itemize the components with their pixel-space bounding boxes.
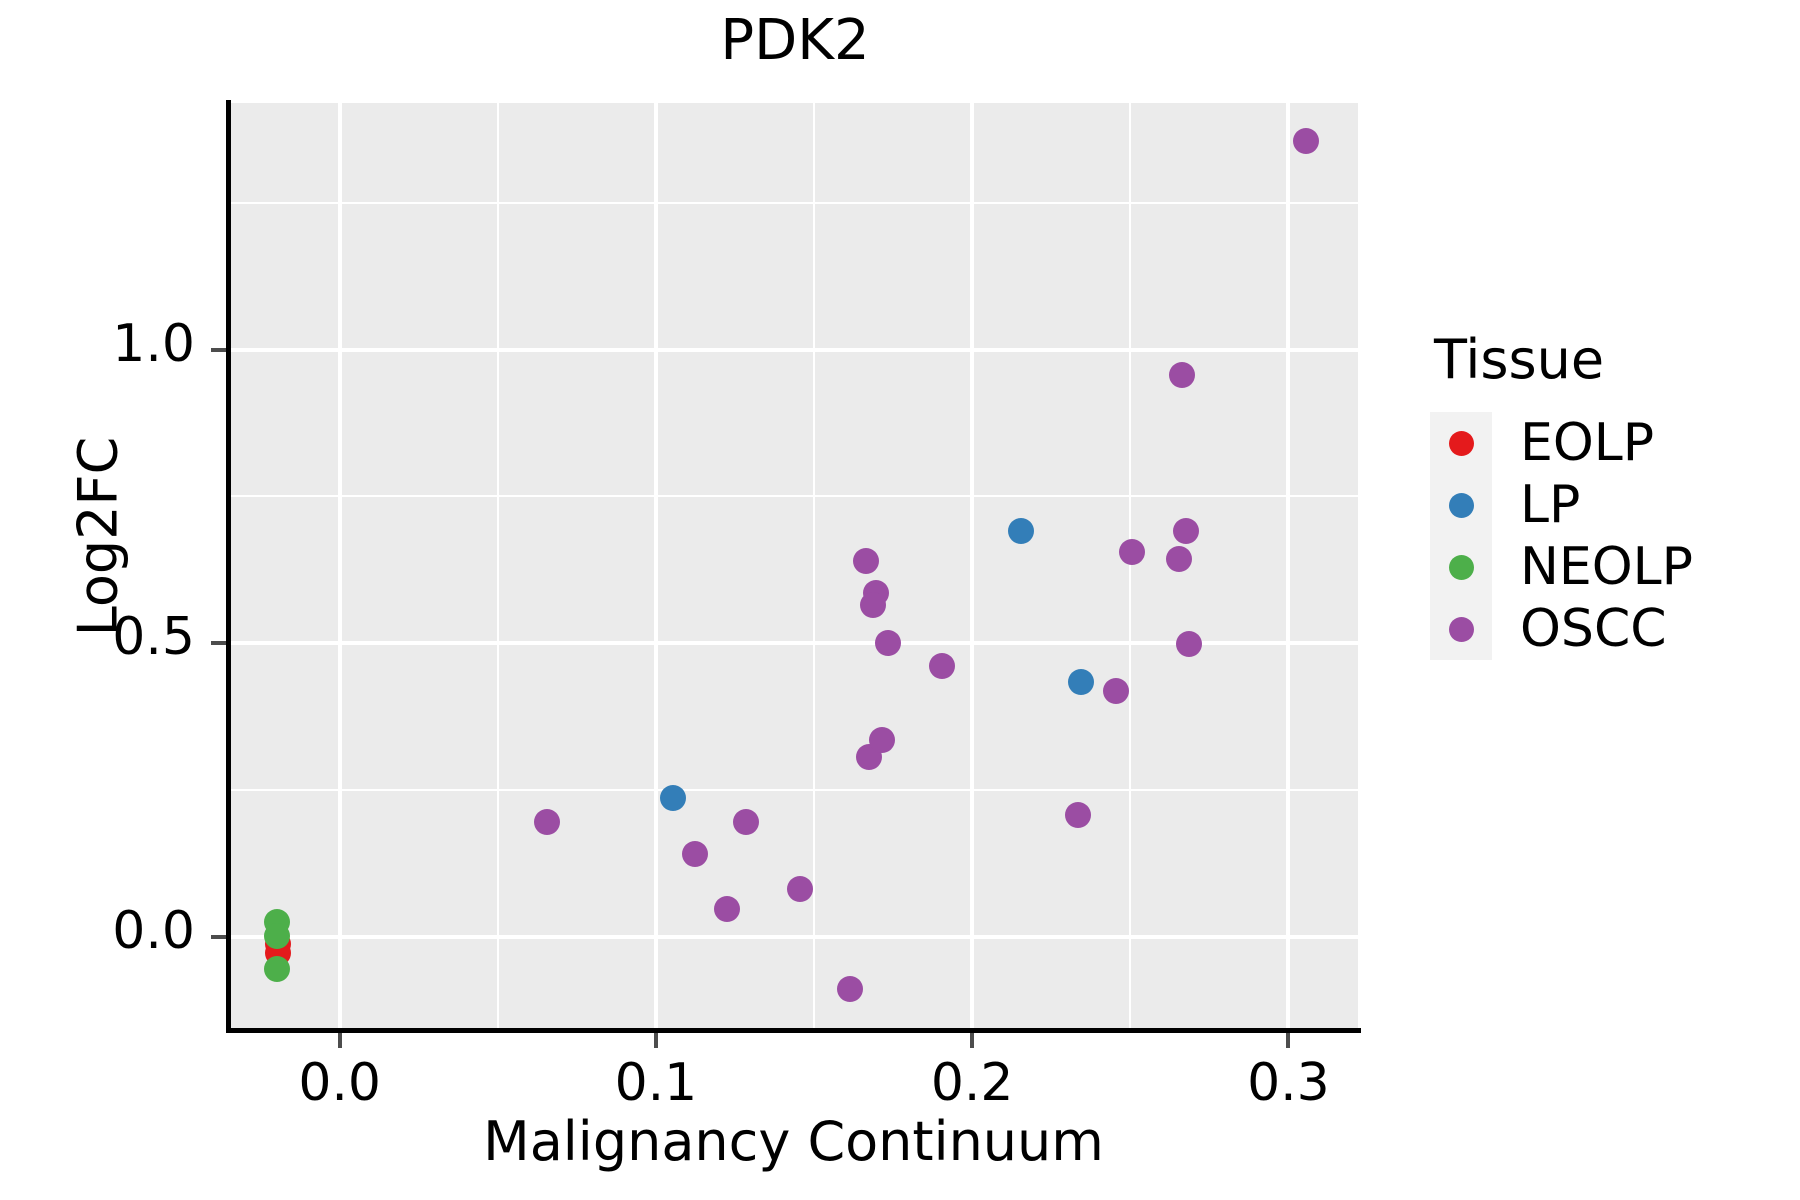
legend-item-lp[interactable]: LP xyxy=(1430,474,1790,536)
data-point-lp xyxy=(660,785,687,812)
data-point-lp xyxy=(1068,669,1095,696)
legend: Tissue EOLP LP NEOLP OSCC xyxy=(1430,330,1790,660)
gridline-minor-horizontal xyxy=(229,495,1358,498)
data-point-oscc xyxy=(1166,546,1193,573)
x-tick-label: 0.2 xyxy=(930,1053,1014,1113)
gridline-major-vertical xyxy=(337,103,342,1028)
legend-item-label: OSCC xyxy=(1520,599,1667,659)
gridline-minor-horizontal xyxy=(229,789,1358,792)
data-point-oscc xyxy=(1169,361,1196,388)
legend-dot-icon xyxy=(1448,492,1474,518)
gridline-major-vertical xyxy=(1286,103,1291,1028)
data-point-oscc xyxy=(859,592,886,619)
legend-item-label: NEOLP xyxy=(1520,537,1694,597)
data-point-oscc xyxy=(875,630,902,657)
y-tick-label: 0.5 xyxy=(112,607,195,668)
x-tick-mark xyxy=(970,1033,975,1048)
plot-panel xyxy=(229,103,1358,1028)
gridline-major-vertical xyxy=(970,103,975,1028)
gridline-minor-vertical xyxy=(496,103,499,1028)
legend-title: Tissue xyxy=(1434,328,1605,391)
gridline-major-horizontal xyxy=(229,641,1358,646)
legend-item-neolp[interactable]: NEOLP xyxy=(1430,536,1790,598)
y-tick-mark xyxy=(211,641,226,646)
data-point-oscc xyxy=(853,547,880,574)
gridline-minor-vertical xyxy=(813,103,816,1028)
legend-item-eolp[interactable]: EOLP xyxy=(1430,412,1790,474)
y-tick-label: 0.0 xyxy=(112,900,195,961)
legend-dot-icon xyxy=(1448,616,1474,642)
x-tick-label: 0.0 xyxy=(298,1053,382,1113)
gridline-minor-vertical xyxy=(1129,103,1132,1028)
plot-panel-wrapper xyxy=(229,103,1358,1028)
y-axis-label: Log2FC xyxy=(66,436,130,637)
legend-item-label: EOLP xyxy=(1520,413,1655,473)
data-point-neolp xyxy=(264,922,291,949)
data-point-oscc xyxy=(733,809,760,836)
legend-key-swatch xyxy=(1430,474,1492,536)
data-point-oscc xyxy=(929,652,956,679)
x-tick-label: 0.3 xyxy=(1247,1053,1330,1113)
gridline-major-horizontal xyxy=(229,934,1358,939)
x-tick-mark xyxy=(653,1033,658,1048)
x-axis-line xyxy=(226,1028,1361,1033)
legend-item-label: LP xyxy=(1520,475,1581,535)
data-point-oscc xyxy=(714,896,741,923)
x-tick-mark xyxy=(1286,1033,1291,1048)
y-tick-label: 1.0 xyxy=(112,313,195,374)
y-axis-line xyxy=(226,100,231,1031)
y-tick-mark xyxy=(211,934,226,939)
y-tick-mark xyxy=(211,347,226,352)
data-point-oscc xyxy=(1065,801,1092,828)
data-point-oscc xyxy=(1103,678,1130,705)
data-point-oscc xyxy=(786,875,813,902)
gridline-major-vertical xyxy=(653,103,658,1028)
data-point-oscc xyxy=(1292,128,1319,155)
x-tick-mark xyxy=(337,1033,342,1048)
data-point-oscc xyxy=(837,975,864,1002)
gridline-minor-horizontal xyxy=(229,201,1358,204)
data-point-neolp xyxy=(264,956,291,983)
page-title: PDK2 xyxy=(720,8,870,73)
data-point-oscc xyxy=(682,840,709,867)
data-point-oscc xyxy=(869,726,896,753)
data-point-oscc xyxy=(1172,517,1199,544)
legend-dot-icon xyxy=(1448,554,1474,580)
gridline-major-horizontal xyxy=(229,347,1358,352)
x-tick-label: 0.1 xyxy=(614,1053,698,1113)
legend-dot-icon xyxy=(1448,430,1474,456)
data-point-oscc xyxy=(533,808,560,835)
data-point-oscc xyxy=(1118,539,1145,566)
data-point-lp xyxy=(1008,517,1035,544)
legend-key-swatch xyxy=(1430,598,1492,660)
data-point-oscc xyxy=(1175,630,1202,657)
x-axis-label: Malignancy Continuum xyxy=(483,1110,1104,1173)
legend-key-swatch xyxy=(1430,536,1492,598)
legend-item-oscc[interactable]: OSCC xyxy=(1430,598,1790,660)
legend-key-swatch xyxy=(1430,412,1492,474)
legend-items: EOLP LP NEOLP OSCC xyxy=(1430,412,1790,660)
